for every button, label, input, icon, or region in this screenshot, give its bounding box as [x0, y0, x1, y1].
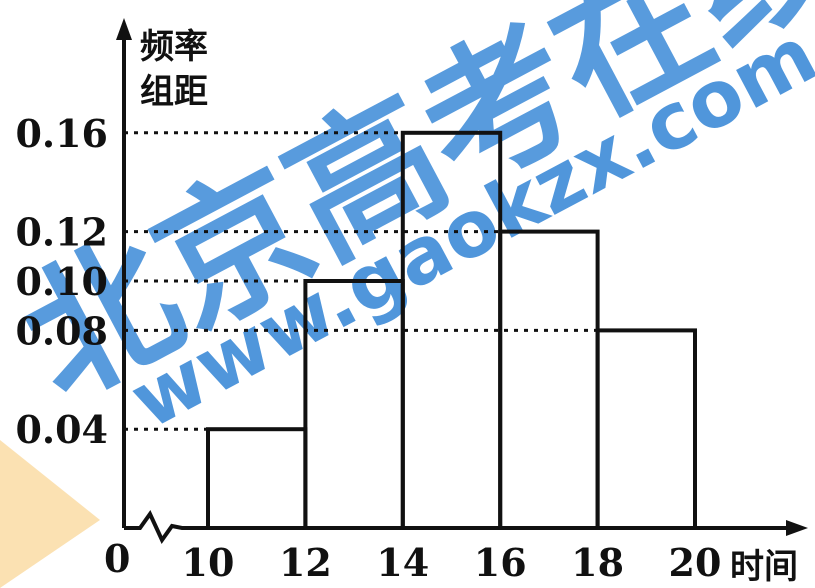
y-tick-label: 0.12 — [15, 210, 108, 255]
x-tick-labels: 10 12 14 16 18 20 — [182, 540, 722, 585]
watermark-accent-triangle — [0, 440, 100, 588]
y-tick-label: 0.10 — [15, 259, 108, 304]
origin-label: 0 — [104, 536, 130, 581]
axes: 频率 组距 时间 0 — [104, 18, 808, 587]
histogram-bar — [206, 427, 308, 531]
dashed-guides — [124, 131, 598, 431]
x-tick-label: 10 — [182, 540, 235, 585]
x-axis-label: 时间 — [730, 547, 798, 587]
y-tick-label: 0.16 — [15, 111, 108, 156]
x-tick-label: 18 — [571, 540, 624, 585]
y-tick-label: 0.08 — [15, 308, 108, 353]
y-tick-labels: 0.04 0.080.100.12 0.16 — [15, 111, 108, 452]
y-axis-label-top: 频率 — [140, 27, 208, 67]
x-axis — [124, 510, 788, 544]
histogram-bar — [595, 328, 697, 530]
y-tick-label: 0.04 — [15, 407, 108, 452]
y-axis-arrow — [116, 18, 132, 40]
x-tick-label: 12 — [279, 540, 332, 585]
x-tick-label: 16 — [474, 540, 527, 585]
y-axis-label-bottom: 组距 — [140, 72, 208, 112]
histogram-bar — [498, 229, 600, 530]
bars — [206, 130, 697, 531]
x-tick-label: 20 — [669, 540, 722, 585]
x-tick-label: 14 — [376, 540, 429, 585]
x-axis-arrow — [786, 520, 808, 536]
